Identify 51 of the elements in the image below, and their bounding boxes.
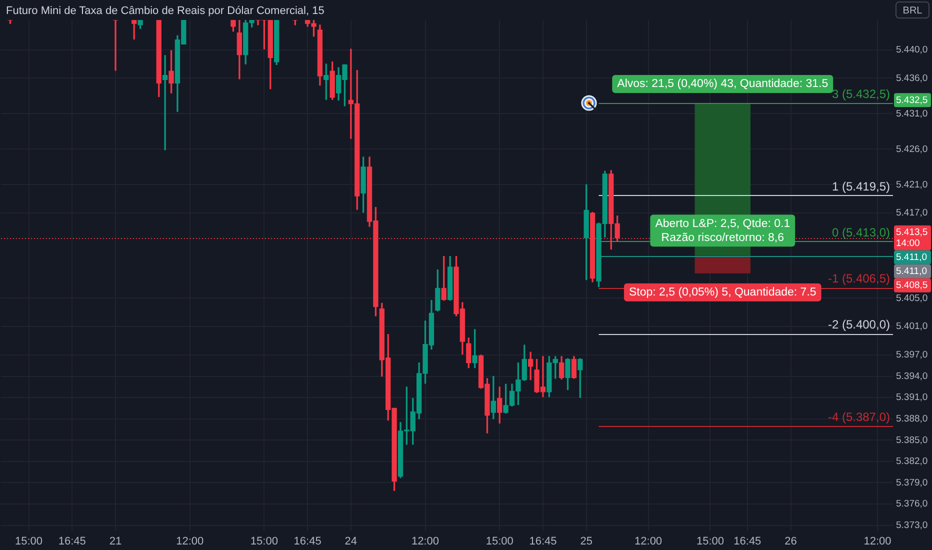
- x-tick-label: 15:00: [696, 536, 724, 548]
- x-tick-label: 15:00: [250, 536, 278, 548]
- band-label: Alvos: 21,5 (0,40%) 43, Quantidade: 31.5: [617, 78, 828, 90]
- x-tick-label: 12:00: [634, 536, 662, 548]
- x-tick-label: 12:00: [176, 536, 204, 548]
- y-tick-label: 5.421,0: [896, 179, 928, 190]
- y-tick-label: 5.391,0: [896, 392, 928, 404]
- y-axis-title: BRL: [902, 5, 923, 16]
- y-tick-label: 5.373,0: [896, 520, 928, 531]
- x-tick-label: 15:00: [15, 536, 43, 548]
- candlestick: [112, 20, 118, 71]
- ref-line-label: 0 (5.413,0): [832, 225, 890, 240]
- x-tick-label: 16:45: [734, 536, 762, 548]
- x-tick-label: 25: [580, 536, 592, 548]
- text: 5.408,5: [896, 280, 928, 292]
- y-tick-label: 5.401,0: [896, 321, 928, 332]
- x-tick-label: 16:45: [58, 536, 86, 548]
- y-tick-label: 5.388,0: [896, 413, 928, 424]
- y-tick-label: 5.405,0: [896, 292, 928, 304]
- x-tick-label: 15:00: [486, 536, 514, 548]
- x-tick-label: 12:00: [412, 536, 440, 548]
- chart-title: Futuro Mini de Taxa de Câmbio de Reais por Dólar Comercial, 15: [6, 5, 324, 18]
- text: 5.411,0: [896, 252, 927, 264]
- x-tick-label: 12:00: [864, 536, 892, 548]
- y-tick-label: 5.394,0: [896, 370, 928, 382]
- ref-line-label: -2 (5.400,0): [828, 318, 890, 332]
- x-tick-label: 26: [784, 536, 797, 548]
- y-tick-label: 5.417,0: [896, 208, 928, 219]
- y-tick-label: 5.376,0: [896, 498, 928, 510]
- x-tick-label: 16:45: [294, 536, 322, 548]
- text: 5.411,0: [896, 266, 927, 278]
- ref-line-label: 1 (5.419,5): [832, 179, 890, 194]
- y-tick-label: 5.431,0: [896, 108, 928, 120]
- y-tick-label: 5.436,0: [896, 72, 928, 84]
- y-tick-label: 5.426,0: [896, 144, 928, 155]
- candlestick: [162, 55, 168, 150]
- y-tick-label: 5.385,0: [896, 434, 928, 446]
- ref-line-label: 3 (5.432,5): [832, 87, 890, 102]
- ref-line-label: -4 (5.387,0): [828, 410, 890, 424]
- y-tick-label: 5.382,0: [896, 456, 928, 468]
- x-tick-label: 21: [109, 536, 122, 548]
- y-tick-label: 5.397,0: [896, 350, 928, 361]
- y-tick-label: 5.379,0: [896, 477, 928, 488]
- text: 5.413,5 14:00: [896, 227, 928, 250]
- text: 5.432,5: [896, 94, 928, 106]
- x-tick-label: 24: [344, 536, 358, 548]
- x-tick-label: 16:45: [529, 536, 557, 548]
- band-label: Stop: 2,5 (0,05%) 5, Quantidade: 7.5: [628, 286, 816, 299]
- y-tick-label: 5.440,0: [896, 44, 928, 56]
- annotation: Aberto L&P: 2,5, Qtde: 0.1 Razão risco/retorno: 8,6: [655, 218, 790, 244]
- ref-line-label: -1 (5.406,5): [828, 272, 890, 286]
